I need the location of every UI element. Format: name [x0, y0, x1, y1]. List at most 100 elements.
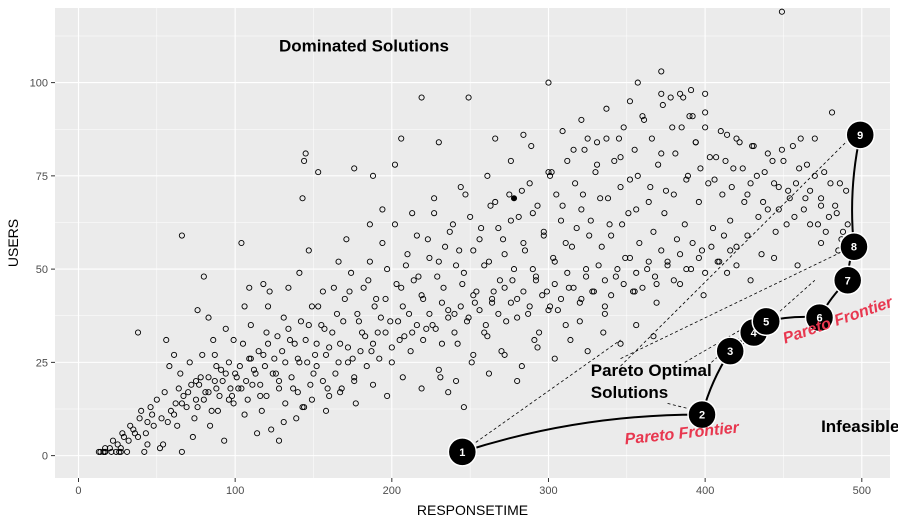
data-point: [557, 295, 565, 303]
data-point: [717, 128, 724, 135]
data-point: [617, 183, 624, 191]
data-point: [374, 329, 381, 336]
pareto-node-label: 8: [851, 242, 857, 254]
data-point: [539, 292, 546, 299]
data-point: [241, 303, 248, 310]
data-point: [562, 239, 569, 247]
data-point: [470, 351, 477, 358]
data-point: [359, 329, 366, 336]
data-point: [678, 124, 685, 131]
data-point: [807, 221, 814, 228]
data-point: [515, 213, 522, 220]
data-point: [651, 273, 659, 280]
data-point: [526, 180, 533, 187]
data-point: [778, 8, 785, 15]
data-point: [322, 351, 330, 358]
data-point: [208, 407, 215, 414]
data-point: [634, 79, 641, 86]
data-point: [108, 448, 115, 455]
data-point: [633, 322, 640, 329]
data-point: [418, 94, 425, 101]
data-point: [178, 400, 185, 407]
data-point: [669, 124, 676, 131]
data-point: [658, 68, 665, 75]
data-point: [280, 314, 287, 321]
data-point: [597, 195, 604, 202]
data-point: [520, 288, 527, 295]
data-point: [792, 180, 800, 187]
data-point: [238, 385, 245, 392]
data-point: [130, 426, 137, 433]
data-point: [141, 448, 148, 455]
data-point: [214, 407, 221, 414]
data-point: [294, 355, 301, 362]
data-point: [134, 329, 142, 336]
data-point: [687, 266, 695, 273]
data-point: [136, 415, 143, 422]
y-axis-title: USERS: [5, 219, 21, 267]
data-point: [540, 232, 547, 239]
data-point: [612, 273, 619, 280]
data-point: [321, 325, 328, 332]
data-point: [415, 273, 422, 280]
data-point: [382, 329, 389, 336]
data-point: [559, 128, 566, 135]
data-point: [102, 448, 109, 455]
data-point: [438, 299, 446, 306]
data-point: [760, 198, 767, 206]
data-point: [360, 284, 367, 291]
data-point: [498, 348, 505, 355]
data-point: [406, 310, 413, 317]
data-point: [758, 251, 765, 258]
data-point: [557, 217, 565, 224]
data-point: [583, 273, 590, 280]
data-point: [724, 131, 731, 138]
data-point: [418, 292, 425, 299]
data-point: [294, 389, 301, 396]
data-point: [741, 198, 748, 206]
callout-dashed-line: [620, 130, 858, 367]
data-point: [702, 109, 709, 116]
pareto-node-circle: [839, 231, 869, 262]
data-point: [686, 113, 693, 120]
data-point: [658, 90, 665, 97]
data-point: [200, 396, 207, 403]
data-point: [326, 344, 333, 351]
data-point: [437, 374, 444, 381]
data-point: [373, 295, 380, 303]
data-point: [507, 217, 514, 224]
data-point: [171, 411, 178, 418]
data-point: [127, 422, 134, 429]
data-point: [153, 396, 160, 403]
data-point: [481, 329, 488, 336]
data-point: [818, 239, 825, 247]
data-point: [794, 262, 801, 269]
data-point: [438, 340, 446, 347]
pareto-node-label: 7: [845, 275, 851, 287]
data-point: [257, 392, 264, 399]
data-point: [166, 363, 173, 370]
data-point: [747, 277, 754, 284]
data-point: [514, 314, 521, 321]
data-point: [550, 254, 557, 261]
data-point: [601, 310, 608, 317]
data-point: [720, 232, 727, 239]
data-point: [435, 258, 442, 265]
data-point: [435, 139, 442, 146]
data-point: [445, 389, 452, 396]
data-point: [662, 187, 670, 194]
data-point: [811, 135, 818, 142]
data-point: [399, 374, 406, 381]
data-point: [606, 221, 613, 228]
data-point: [687, 87, 695, 94]
data-point: [496, 277, 503, 284]
data-point: [265, 303, 272, 310]
data-point: [562, 322, 569, 329]
data-point: [836, 180, 843, 187]
data-point: [843, 187, 850, 194]
data-point: [785, 187, 792, 194]
data-point: [205, 374, 212, 381]
data-point: [260, 351, 267, 358]
data-point: [177, 370, 184, 377]
